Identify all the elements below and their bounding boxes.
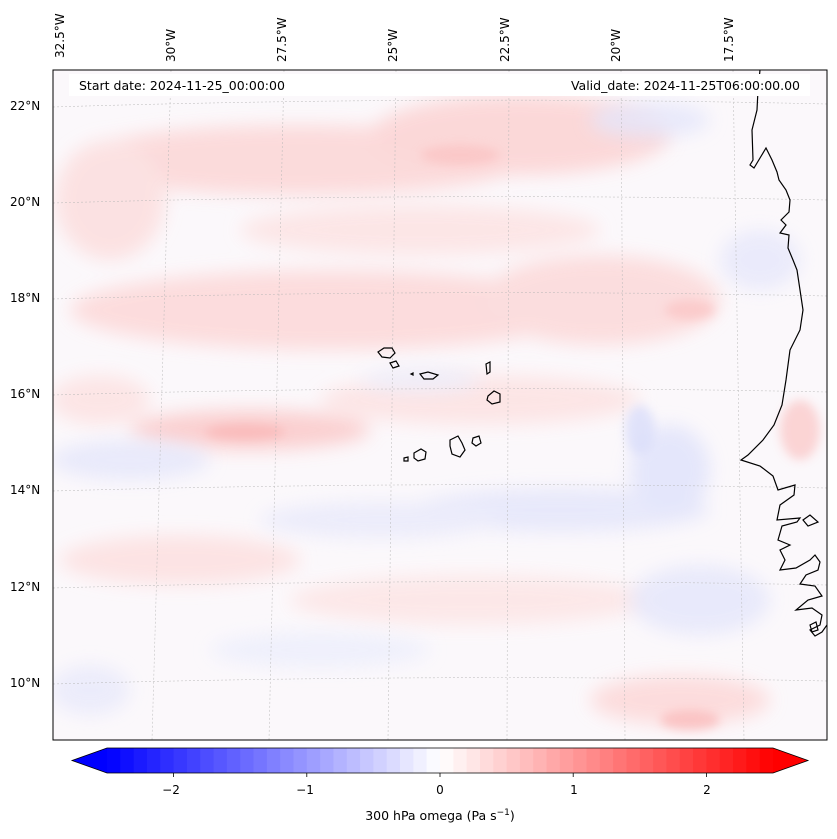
start-date-label: Start date: 2024-11-25_00:00:00 xyxy=(79,78,285,93)
colorbar-segment xyxy=(253,748,268,773)
lat-label-16n: 16°N xyxy=(10,387,41,401)
colorbar-segment xyxy=(400,748,414,773)
colorbar-segment xyxy=(693,748,707,773)
colorbar-tick: 0 xyxy=(436,783,444,797)
colorbar-segment xyxy=(746,748,761,773)
cape-verde-islands xyxy=(377,347,501,462)
colorbar-segment xyxy=(759,748,774,773)
colorbar-segment xyxy=(107,748,121,773)
colorbar-segment xyxy=(173,748,188,773)
lat-label-22n: 22°N xyxy=(10,99,41,113)
colorbar-tick: 2 xyxy=(703,783,711,797)
colorbar-segment xyxy=(213,748,228,773)
colorbar-segment xyxy=(293,748,308,773)
colorbar-tick: 1 xyxy=(570,783,578,797)
colorbar-segment xyxy=(440,748,454,773)
colorbar-segment xyxy=(706,748,721,773)
valid-date-label: Valid_date: 2024-11-25T06:00:00.00 xyxy=(570,78,800,93)
colorbar xyxy=(70,747,810,777)
colorbar-segment xyxy=(733,748,747,773)
omega-field xyxy=(53,70,827,740)
colorbar-segment xyxy=(586,748,601,773)
colorbar-segment xyxy=(133,748,148,773)
african-coastline xyxy=(739,70,827,637)
colorbar-segment xyxy=(266,748,281,773)
colorbar-segment xyxy=(146,748,161,773)
colorbar-segment xyxy=(386,748,401,773)
colorbar-segment xyxy=(226,748,241,773)
colorbar-segment xyxy=(479,748,494,773)
colorbar-segment xyxy=(453,748,468,773)
colorbar-segment xyxy=(306,748,321,773)
colorbar-segment xyxy=(186,748,201,773)
colorbar-segment xyxy=(240,748,255,773)
colorbar-segment xyxy=(120,748,135,773)
colorbar-segment xyxy=(546,748,561,773)
colorbar-segment xyxy=(333,748,348,773)
colorbar-segment xyxy=(653,748,668,773)
colorbar-segment xyxy=(613,748,628,773)
colorbar-segment xyxy=(679,748,694,773)
colorbar-segment xyxy=(506,748,521,773)
colorbar-segment xyxy=(666,748,681,773)
colorbar-segment xyxy=(559,748,574,773)
colorbar-outline xyxy=(70,747,810,774)
colorbar-segment xyxy=(599,748,614,773)
colorbar-title: 300 hPa omega (Pa s−1) xyxy=(0,808,837,823)
colorbar-tick: −1 xyxy=(296,783,314,797)
lat-label-10n: 10°N xyxy=(10,676,41,690)
colorbar-extend-max xyxy=(773,748,808,773)
colorbar-segment xyxy=(320,748,335,773)
colorbar-segment xyxy=(719,748,734,773)
colorbar-segment xyxy=(466,748,481,773)
colorbar-extend-min xyxy=(72,748,107,773)
lat-label-18n: 18°N xyxy=(10,291,41,305)
lat-label-20n: 20°N xyxy=(10,195,41,209)
colorbar-segment xyxy=(533,748,548,773)
lat-label-14n: 14°N xyxy=(10,483,41,497)
colorbar-segment xyxy=(493,748,508,773)
colorbar-segment xyxy=(426,748,441,773)
colorbar-segment xyxy=(360,748,374,773)
colorbar-segment xyxy=(626,748,641,773)
lat-label-12n: 12°N xyxy=(10,580,41,594)
colorbar-title-close: ) xyxy=(509,808,515,824)
header-bar xyxy=(69,74,810,96)
colorbar-tick: −2 xyxy=(162,783,180,797)
colorbar-segment xyxy=(346,748,361,773)
colorbar-title-exponent: −1 xyxy=(496,808,510,818)
colorbar-segment xyxy=(200,748,215,773)
colorbar-segment xyxy=(519,748,534,773)
colorbar-segment xyxy=(280,748,295,773)
colorbar-segment xyxy=(160,748,175,773)
colorbar-segment xyxy=(373,748,388,773)
colorbar-segment xyxy=(573,748,588,773)
colorbar-segment xyxy=(639,748,654,773)
colorbar-segment xyxy=(413,748,428,773)
colorbar-title-text: 300 hPa omega (Pa s xyxy=(365,808,497,824)
